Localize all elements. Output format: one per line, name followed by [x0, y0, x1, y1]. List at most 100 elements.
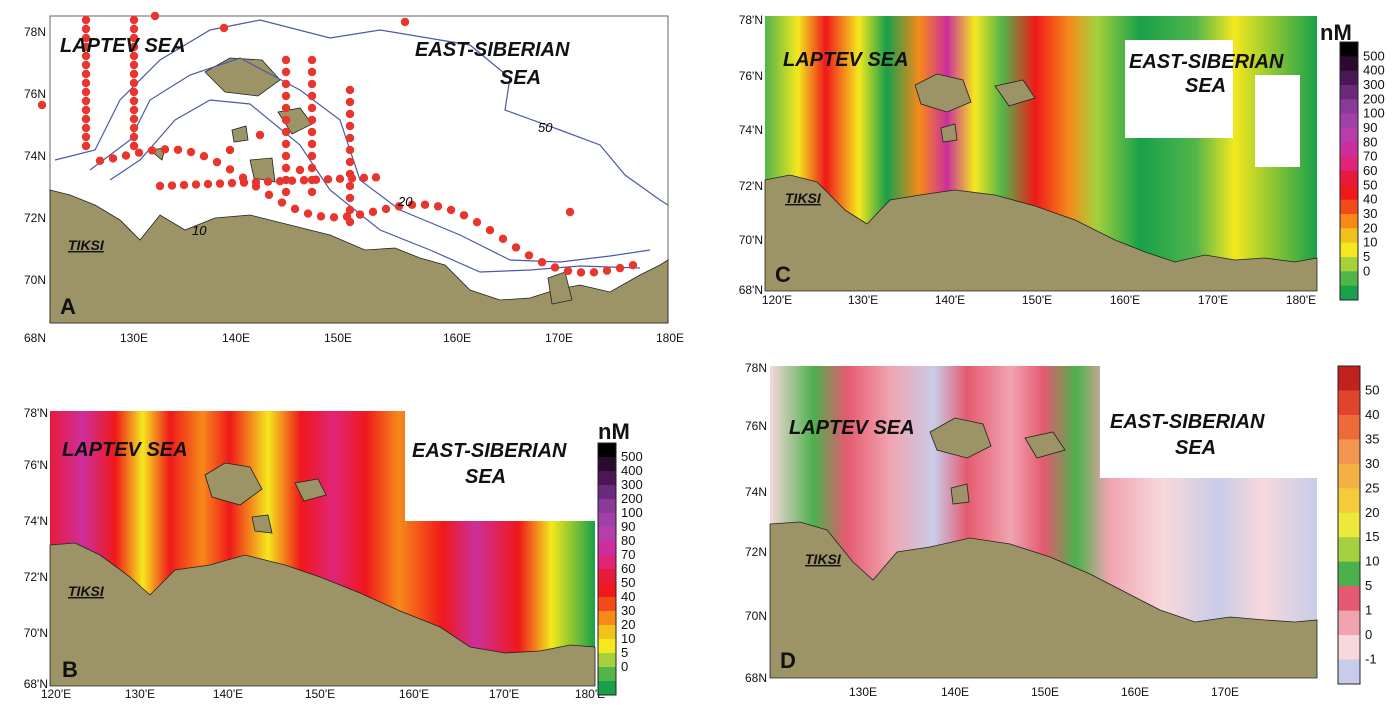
legend-swatch — [1338, 537, 1360, 563]
legend-label: 50 — [621, 575, 635, 590]
tiksi-label: TIKSI — [68, 237, 105, 253]
legend-swatch — [1340, 285, 1358, 301]
station-point — [225, 165, 235, 174]
svg-text:72'N: 72'N — [24, 570, 48, 584]
station-point — [307, 187, 317, 197]
legend-swatch — [598, 513, 616, 528]
legend-label: 20 — [1365, 505, 1379, 520]
svg-text:76N: 76N — [24, 87, 46, 101]
station-point — [147, 146, 157, 155]
legend-swatch — [598, 527, 616, 542]
legend-swatch — [1338, 414, 1360, 440]
station-point — [307, 127, 317, 137]
laptev-sea-label: LAPTEV SEA — [783, 49, 909, 71]
islands — [929, 417, 1066, 505]
station-point — [459, 211, 469, 220]
no-data-area — [1125, 40, 1233, 138]
svg-text:70N: 70N — [745, 609, 767, 623]
station-point — [199, 152, 209, 161]
station-point — [129, 15, 139, 25]
east-siberian-label-1: EAST-SIBERIAN — [415, 39, 570, 61]
legend-label: 500 — [1363, 48, 1385, 63]
svg-text:68N: 68N — [745, 671, 767, 685]
legend-swatch — [598, 611, 616, 626]
legend-label: 35 — [1365, 431, 1379, 446]
station-point — [400, 17, 410, 27]
svg-text:76'N: 76'N — [24, 458, 48, 472]
land-mass — [764, 174, 1318, 292]
legend-swatch — [598, 541, 616, 556]
svg-text:130'E: 130'E — [125, 687, 155, 700]
station-point — [186, 147, 196, 157]
legend-swatch — [1340, 113, 1358, 129]
land-mass — [49, 542, 596, 687]
legend-label: 80 — [621, 533, 635, 548]
legend-swatch — [1338, 512, 1360, 538]
station-point — [565, 207, 575, 217]
svg-text:78N: 78N — [745, 361, 767, 375]
station-point — [589, 268, 599, 277]
station-point — [173, 145, 183, 154]
lat-axis-b: 78'N 76'N 74'N 72'N 70'N 68'N — [24, 406, 48, 691]
svg-text:76N: 76N — [745, 419, 767, 433]
legend-label: 30 — [621, 603, 635, 618]
legend-swatch — [1340, 199, 1358, 215]
station-point — [160, 145, 170, 154]
legend-label: 200 — [621, 491, 643, 506]
station-point — [129, 132, 139, 142]
station-point — [355, 210, 365, 219]
east-siberian-label-2: SEA — [465, 466, 506, 488]
svg-text:70N: 70N — [24, 273, 46, 287]
station-point — [81, 33, 91, 43]
legend-swatch — [1340, 214, 1358, 229]
legend-label: 5 — [621, 645, 628, 660]
legend-swatch — [1338, 366, 1360, 391]
station-point — [345, 181, 355, 191]
station-point — [81, 78, 91, 88]
no-data-area-2 — [1255, 75, 1300, 167]
station-point — [255, 130, 265, 140]
station-point — [407, 200, 417, 210]
station-point — [203, 179, 213, 189]
station-point — [239, 178, 249, 187]
legend-swatch — [598, 457, 616, 472]
legend-label: 5 — [1365, 578, 1372, 593]
legend-swatch — [1338, 659, 1360, 685]
legend-label: 0 — [1363, 263, 1370, 278]
station-point — [420, 200, 430, 209]
station-point — [191, 180, 201, 189]
station-point — [281, 151, 291, 161]
legend-label: 70 — [621, 547, 635, 562]
station-point — [498, 234, 508, 244]
station-point — [121, 151, 131, 160]
legend-swatch — [598, 555, 616, 570]
tiksi-label: TIKSI — [68, 583, 105, 599]
svg-text:150'E: 150'E — [305, 687, 335, 700]
svg-text:72'N: 72'N — [739, 179, 763, 193]
legend-label: 10 — [1363, 235, 1377, 250]
east-siberian-label-2: SEA — [500, 67, 541, 89]
panel-a-station-map: LAPTEV SEA EAST-SIBERIAN SEA TIKSI 50 20… — [0, 0, 690, 348]
svg-text:68'N: 68'N — [24, 677, 48, 691]
legend-label: 300 — [621, 477, 643, 492]
legend-swatch — [598, 681, 616, 696]
station-point — [129, 141, 139, 151]
legend-label: 10 — [1365, 554, 1379, 569]
station-point — [81, 114, 91, 124]
lat-axis-c: 78'N 76'N 74'N 72'N 70'N 68'N — [739, 13, 763, 297]
legend-swatch — [1340, 271, 1358, 287]
legend-label: 90 — [1363, 120, 1377, 135]
legend-label: 25 — [1365, 480, 1379, 495]
svg-text:160E: 160E — [1121, 685, 1149, 699]
lon-axis-a: 130E 140E 150E 160E 170E 180E — [120, 331, 684, 345]
station-point — [129, 42, 139, 52]
legend-swatch — [1340, 70, 1358, 86]
station-point — [329, 213, 339, 222]
legend-swatch — [1338, 610, 1360, 636]
station-point — [511, 243, 521, 252]
contour-label-10: 10 — [192, 223, 207, 238]
svg-text:72N: 72N — [745, 545, 767, 559]
legend-label: 300 — [1363, 77, 1385, 92]
legend-swatch — [598, 583, 616, 598]
